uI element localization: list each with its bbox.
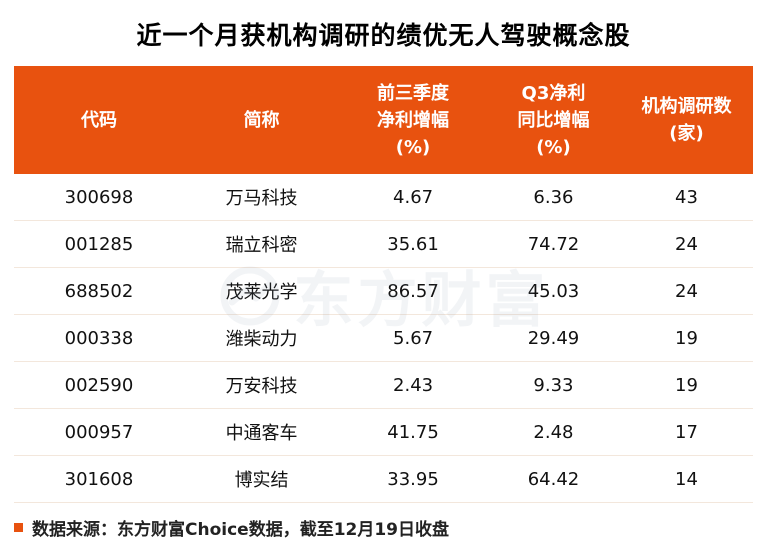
table-row: 001285 瑞立科密 35.61 74.72 24 <box>14 220 753 268</box>
table-cell: 4.67 <box>339 174 487 221</box>
table-cell: 000957 <box>14 408 184 456</box>
table-cell: 86.57 <box>339 267 487 315</box>
table-cell: 29.49 <box>486 314 620 362</box>
table-row: 688502 茂莱光学 86.57 45.03 24 <box>14 267 753 315</box>
footer-marker <box>14 523 23 532</box>
table-cell: 19 <box>619 314 753 362</box>
table-cell: 41.75 <box>339 408 487 456</box>
table-cell: 24 <box>619 220 753 268</box>
table-cell: 潍柴动力 <box>183 314 340 362</box>
table-cell: 博实结 <box>183 455 340 503</box>
table-cell: 45.03 <box>486 267 620 315</box>
table-row: 002590 万安科技 2.43 9.33 19 <box>14 361 753 409</box>
table-cell: 000338 <box>14 314 184 362</box>
table-row: 000957 中通客车 41.75 2.48 17 <box>14 408 753 456</box>
table-cell: 茂莱光学 <box>183 267 340 315</box>
table-header-row: 代码 简称 前三季度 净利增幅 (%) Q3净利 同比增幅 (%) 机构调研数 … <box>14 66 753 174</box>
table-cell: 300698 <box>14 174 184 221</box>
table-cell: 301608 <box>14 455 184 503</box>
stock-table: 代码 简称 前三季度 净利增幅 (%) Q3净利 同比增幅 (%) 机构调研数 … <box>14 66 753 503</box>
column-header-net-profit-growth: 前三季度 净利增幅 (%) <box>339 66 487 174</box>
table-row: 301608 博实结 33.95 64.42 14 <box>14 455 753 503</box>
page-title: 近一个月获机构调研的绩优无人驾驶概念股 <box>136 21 631 50</box>
column-header-q3-yoy-growth: Q3净利 同比增幅 (%) <box>486 66 620 174</box>
table-cell: 5.67 <box>339 314 487 362</box>
table-cell: 64.42 <box>486 455 620 503</box>
table-body: 300698 万马科技 4.67 6.36 43 001285 瑞立科密 35.61 74.72… <box>14 174 753 503</box>
table-cell: 33.95 <box>339 455 487 503</box>
table-row: 300698 万马科技 4.67 6.36 43 <box>14 174 753 221</box>
table-cell: 6.36 <box>486 174 620 221</box>
table-cell: 中通客车 <box>183 408 340 456</box>
table-cell: 35.61 <box>339 220 487 268</box>
table-cell: 43 <box>619 174 753 221</box>
table-cell: 9.33 <box>486 361 620 409</box>
table-cell: 瑞立科密 <box>183 220 340 268</box>
table-cell: 14 <box>619 455 753 503</box>
table-row: 000338 潍柴动力 5.67 29.49 19 <box>14 314 753 362</box>
table-cell: 24 <box>619 267 753 315</box>
table-cell: 2.48 <box>486 408 620 456</box>
table-cell: 002590 <box>14 361 184 409</box>
data-source-text: 数据来源：东方财富Choice数据，截至12月19日收盘 <box>32 520 450 540</box>
table-cell: 17 <box>619 408 753 456</box>
footer: 数据来源：东方财富Choice数据，截至12月19日收盘 <box>14 515 753 540</box>
column-header-name: 简称 <box>183 66 340 174</box>
table-cell: 2.43 <box>339 361 487 409</box>
table-cell: 19 <box>619 361 753 409</box>
table-cell: 74.72 <box>486 220 620 268</box>
table-cell: 万马科技 <box>183 174 340 221</box>
table-cell: 万安科技 <box>183 361 340 409</box>
table-cell: 001285 <box>14 220 184 268</box>
column-header-code: 代码 <box>14 66 184 174</box>
column-header-institution-count: 机构调研数 (家) <box>619 66 753 174</box>
table-header: 代码 简称 前三季度 净利增幅 (%) Q3净利 同比增幅 (%) 机构调研数 … <box>14 66 753 174</box>
table-cell: 688502 <box>14 267 184 315</box>
